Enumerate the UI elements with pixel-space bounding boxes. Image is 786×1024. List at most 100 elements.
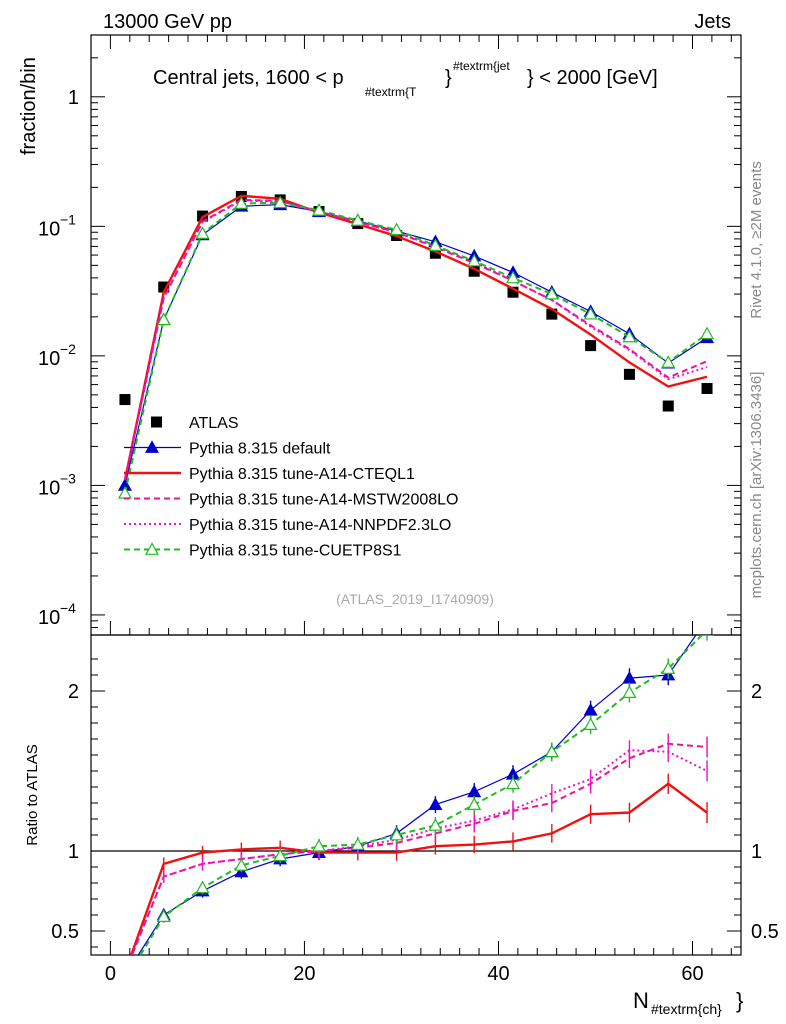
atlas-point: [507, 286, 519, 298]
marker-cuetp8s1: [583, 306, 598, 320]
main-plot: 110−110−210−310−4: [38, 34, 742, 636]
ratio-ylabel: Ratio to ATLAS: [24, 744, 41, 845]
atlas-point: [119, 394, 131, 406]
atlas-point: [662, 400, 674, 412]
marker-cuetp8s1: [311, 203, 327, 216]
legend-marker-default: [144, 440, 160, 453]
ytick-label-base: 10: [38, 218, 60, 240]
ratio-marker-cuetp8s1: [311, 838, 327, 852]
marker-cuetp8s1: [544, 286, 559, 300]
marker-cuetp8s1: [350, 213, 365, 226]
ratio-plot: 2 2 1 1 0.5 0.5 0 20 40 60: [51, 613, 779, 985]
ytick-label-base: 10: [38, 348, 60, 370]
ratio-marker-cuetp8s1: [234, 858, 249, 871]
x-axis-label: N #textrm{ch} }: [633, 988, 743, 1017]
ytick-label-exponent: −3: [60, 470, 76, 486]
title-close: } < 2000 [GeV]: [527, 67, 658, 89]
title-brace: }: [445, 67, 452, 89]
ratio-ytick-label-right: 1: [751, 841, 762, 863]
ratio-ytick-label-right: 0.5: [751, 921, 779, 943]
category-label: Jets: [694, 11, 731, 33]
series-mstw: [123, 198, 708, 481]
legend-label-default: Pythia 8.315 default: [189, 441, 331, 458]
series-line-default: [124, 204, 708, 486]
marker-cuetp8s1: [505, 270, 521, 284]
ratio-line-cteql1: [129, 782, 708, 955]
ratio-line-cuetp8s1: [139, 635, 704, 955]
title-main: Central jets, 1600 < p: [153, 67, 344, 89]
ratio-series-group: [119, 613, 715, 981]
ratio-marker-default: [428, 797, 443, 811]
ytick-label-base: 10: [38, 607, 60, 629]
ratio-series-mstw: [130, 733, 708, 955]
ratio-yaxis-ticks: [91, 658, 741, 948]
marker-cuetp8s1: [389, 222, 404, 236]
marker-cuetp8s1: [195, 226, 210, 239]
ratio-line-nnpdf: [130, 749, 708, 955]
ratio-series-cuetp8s1: [139, 635, 715, 955]
ratio-ytick-label-right: 2: [751, 681, 762, 703]
ytick-label-base: 10: [38, 477, 60, 499]
xtick-label: 0: [105, 963, 116, 985]
atlas-point: [429, 247, 441, 259]
xlabel-main: N: [633, 988, 649, 1013]
legend-entry-default: Pythia 8.315 default: [124, 440, 331, 458]
ytick-label-exponent: −1: [60, 211, 76, 227]
main-title: Central jets, 1600 < p #textrm{T } #text…: [153, 59, 658, 99]
atlas-point: [158, 281, 170, 293]
title-subscript: #textrm{T: [365, 85, 417, 99]
ratio-series-cteql1: [129, 773, 708, 955]
ratio-series-default: [119, 613, 713, 981]
ratio-marker-cuetp8s1: [661, 661, 676, 675]
ratio-marker-default: [701, 613, 713, 624]
ratio-xaxis-ticks: [109, 941, 732, 955]
legend-entry-nnpdf: Pythia 8.315 tune-A14-NNPDF2.3LO: [124, 517, 451, 534]
atlas-point: [468, 265, 480, 277]
series-nnpdf: [123, 199, 708, 481]
atlas-point: [701, 382, 713, 394]
ratio-line-default: [137, 635, 697, 955]
ratio-ytick-label: 2: [68, 681, 79, 703]
legend-label-atlas: ATLAS: [189, 415, 239, 432]
ratio-marker-cuetp8s1: [195, 880, 210, 894]
marker-cuetp8s1: [273, 195, 288, 209]
ratio-marker-cuetp8s1: [505, 776, 521, 790]
series-line-nnpdf: [123, 199, 708, 481]
marker-cuetp8s1: [467, 253, 482, 267]
series-line-cteql1: [123, 194, 708, 481]
ratio-marker-cuetp8s1: [389, 827, 404, 841]
marker-cuetp8s1: [156, 312, 171, 326]
ytick-label-exponent: −2: [60, 341, 76, 357]
ratio-marker-default: [467, 784, 482, 798]
xtick-label: 40: [487, 963, 509, 985]
atlas-point: [623, 368, 635, 380]
main-ytick-label: 10 −2: [38, 341, 76, 370]
series-atlas: [119, 190, 713, 412]
main-ytick-label: 10 −3: [38, 470, 76, 499]
ytick-label-exponent: −4: [60, 600, 76, 616]
ratio-marker-cuetp8s1: [156, 909, 171, 923]
marker-cuetp8s1: [428, 238, 443, 252]
ratio-marker-cuetp8s1: [428, 818, 443, 831]
rivet-version-label: Rivet 4.1.0, ≥2M events: [748, 161, 765, 318]
xtick-label: 60: [681, 963, 703, 985]
atlas-point: [585, 340, 597, 352]
series-line-cuetp8s1: [123, 201, 708, 494]
ratio-marker-cuetp8s1: [544, 744, 559, 758]
ratio-marker-cuetp8s1: [700, 635, 715, 636]
atlas-point: [546, 308, 558, 320]
ratio-ytick-label: 1: [68, 841, 79, 863]
series-line-mstw: [123, 198, 708, 481]
legend-entry-atlas: ATLAS: [151, 415, 239, 432]
analysis-watermark: (ATLAS_2019_I1740909): [336, 591, 494, 607]
xlabel-subscript: #textrm{ch}: [651, 1001, 722, 1017]
main-ylabel: fraction/bin: [18, 57, 40, 155]
series-cteql1: [123, 194, 708, 481]
legend-marker-atlas: [151, 416, 162, 428]
ratio-marker-default: [119, 970, 131, 981]
ratio-marker-default: [583, 702, 598, 716]
main-xaxis-ticks: [109, 35, 732, 635]
legend-label-cuetp8s1: Pythia 8.315 tune-CUETP8S1: [189, 543, 402, 560]
energy-label: 13000 GeV pp: [103, 11, 232, 33]
